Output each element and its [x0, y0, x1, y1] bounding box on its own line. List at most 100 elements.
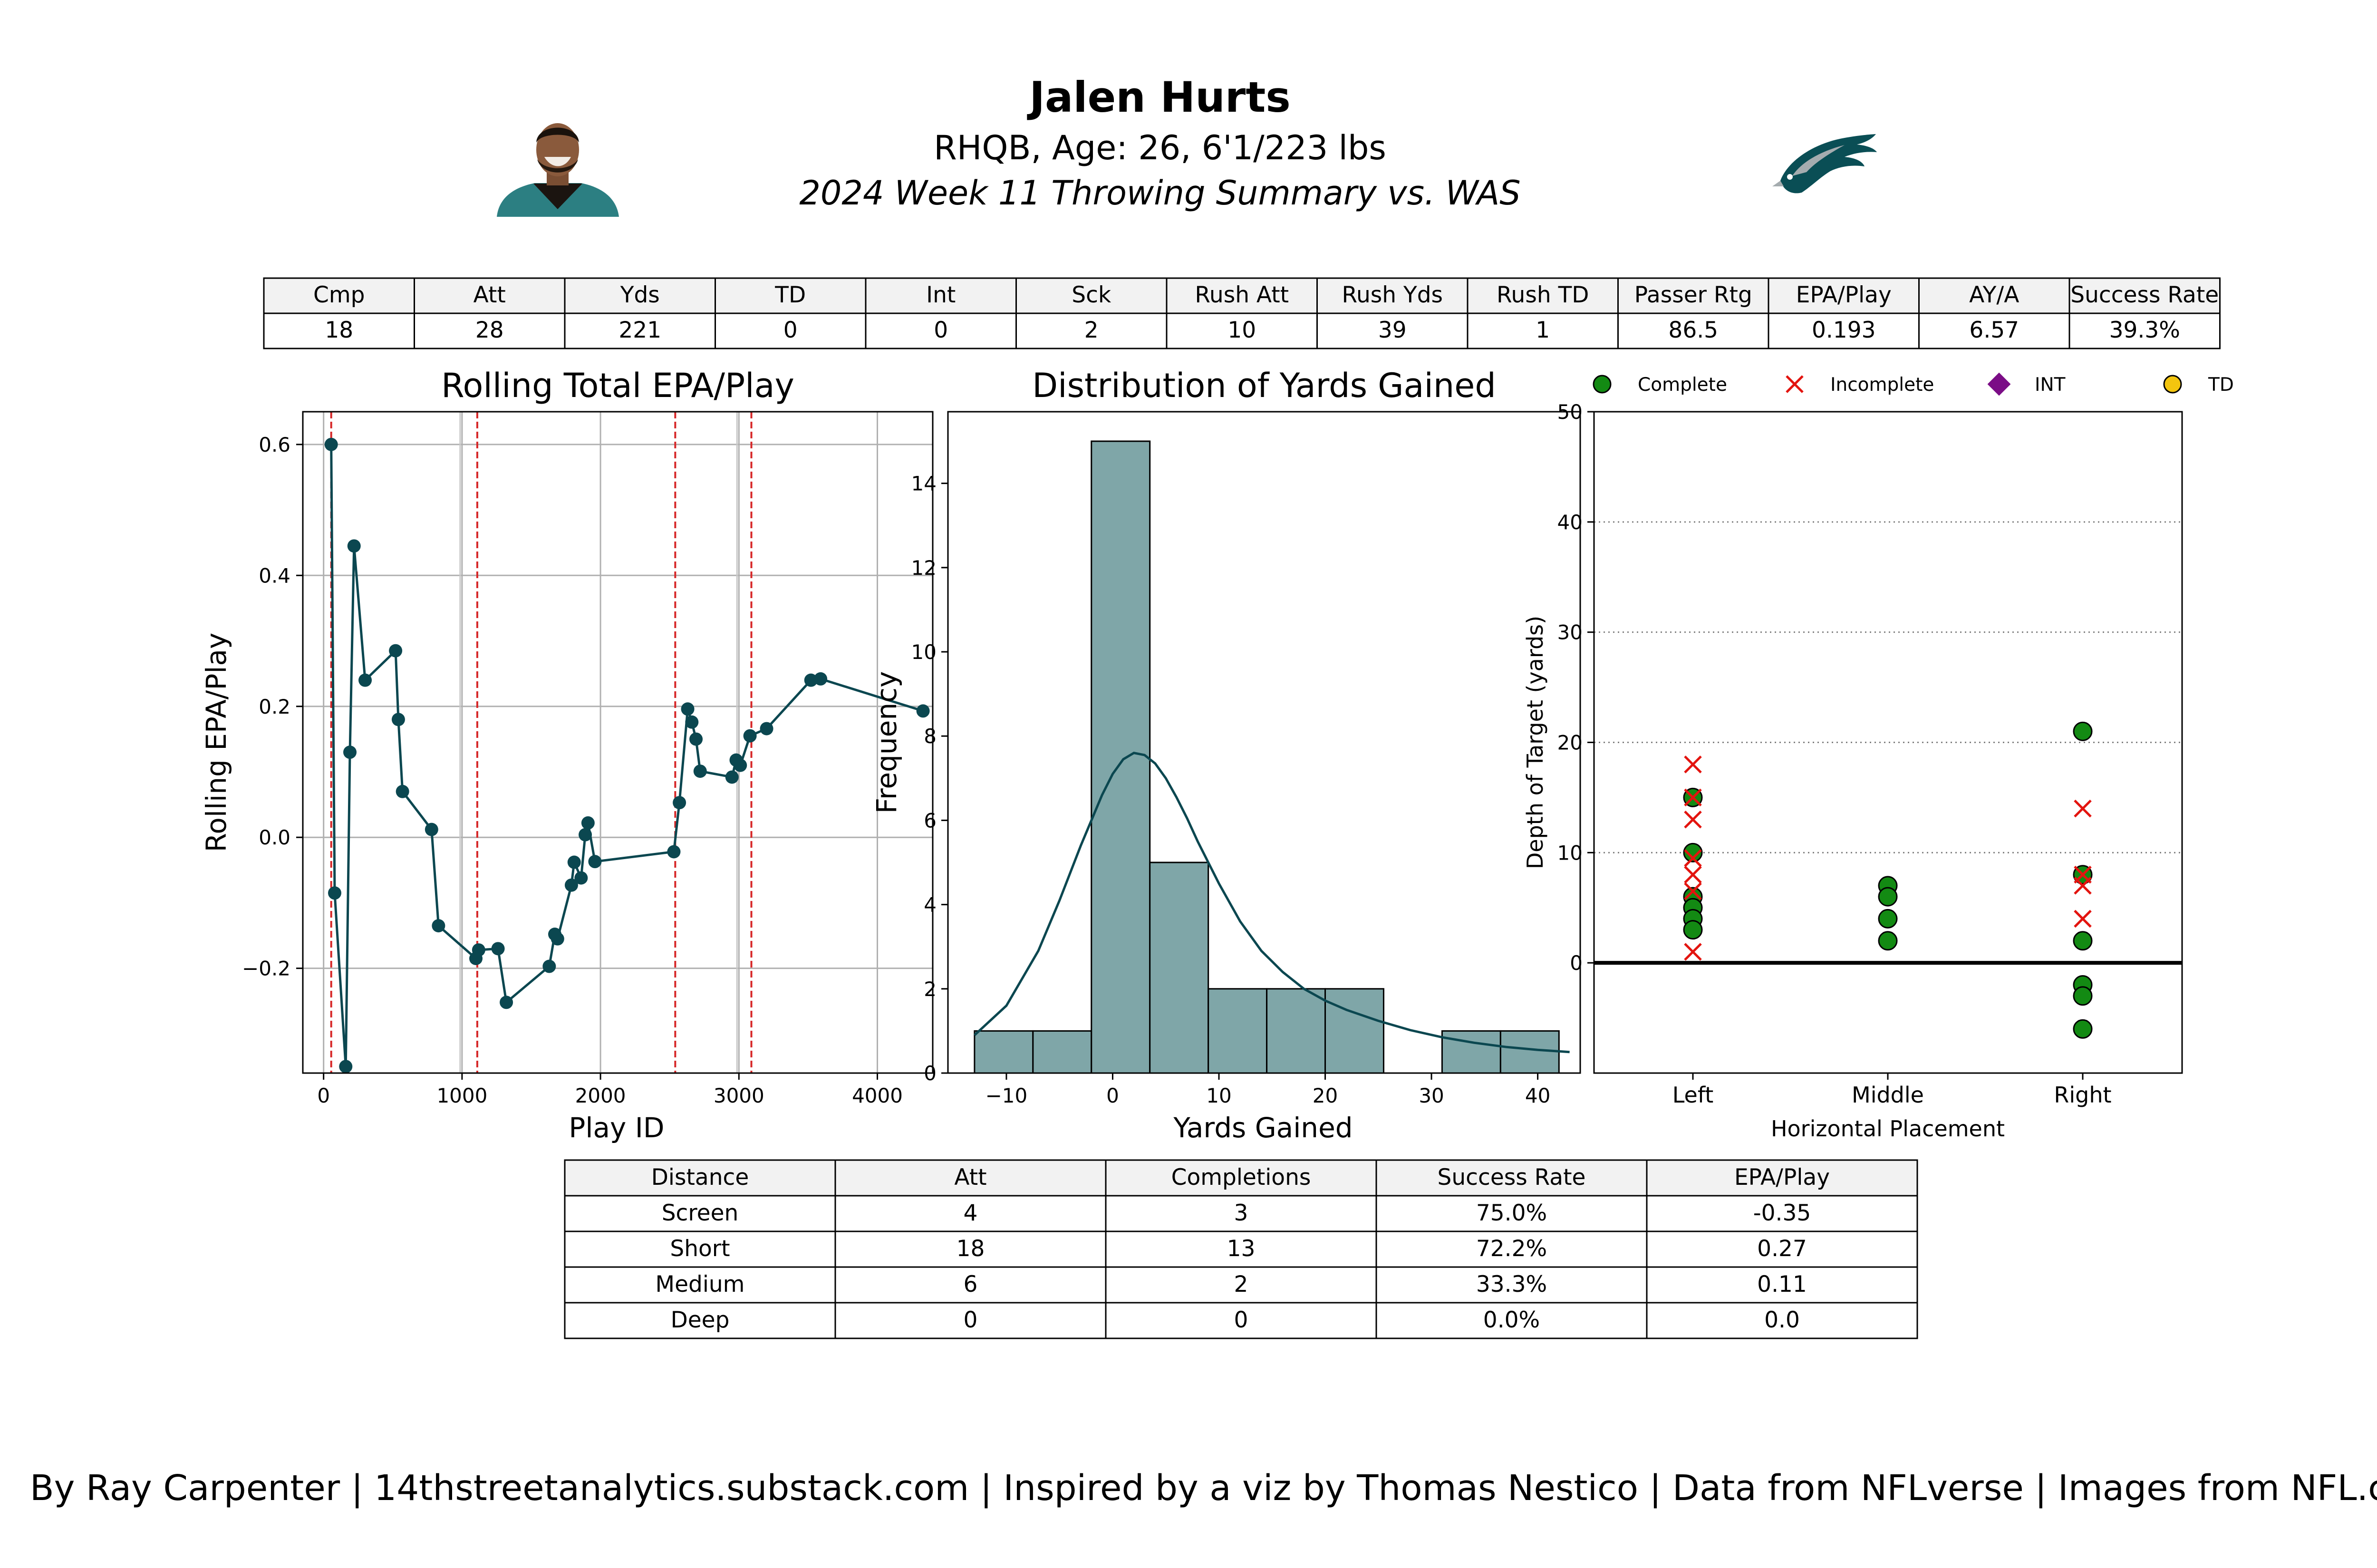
stats-header-cell [1918, 277, 2070, 314]
player-bio: RHQB, Age: 26, 6'1/223 lbs [934, 128, 1386, 167]
game-summary: 2024 Week 11 Throwing Summary vs. WAS [799, 174, 1520, 213]
x-tick-label: 4000 [852, 1084, 903, 1107]
stats-header-label: Sck [1072, 282, 1111, 308]
plot-frame [302, 411, 934, 1074]
histogram-bar [1091, 440, 1151, 1074]
epa-point [734, 758, 747, 772]
stats-value-cell [564, 312, 716, 349]
distance-value: Short [670, 1236, 730, 1262]
distance-value: 75.0% [1476, 1200, 1547, 1226]
distance-value: 33.3% [1476, 1271, 1547, 1297]
incomplete-point [2074, 910, 2092, 928]
epa-point [574, 871, 588, 885]
distance-header-cell [834, 1159, 1107, 1197]
distance-header-cell [1646, 1159, 1918, 1197]
x-tick-label: 20 [1313, 1084, 1338, 1107]
distance-header-cell [1105, 1159, 1377, 1197]
epa-point [689, 732, 703, 746]
y-axis-label: Frequency [870, 671, 903, 814]
x-axis-label: Play ID [569, 1112, 664, 1144]
distance-cell [1646, 1195, 1918, 1232]
chart-title: Rolling Total EPA/Play [441, 366, 794, 405]
complete-point [1878, 931, 1898, 951]
stats-value: 6.57 [1969, 317, 2019, 343]
stats-value: 1 [1536, 317, 1550, 343]
distance-cell [1646, 1230, 1918, 1268]
epa-point [760, 722, 773, 736]
y-tick-label: 10 [911, 640, 937, 664]
stats-value-cell [1617, 312, 1769, 349]
y-tick-label: 50 [1557, 400, 1583, 424]
stats-header-label: Yds [620, 282, 660, 308]
distance-value: 0.11 [1757, 1271, 1807, 1297]
stats-value-cell [414, 312, 566, 349]
histogram-bar [1149, 861, 1209, 1074]
distance-header-label: EPA/Play [1734, 1164, 1830, 1191]
y-tick-label: 0.2 [259, 695, 290, 718]
x-axis-label: Yards Gained [1173, 1112, 1353, 1144]
epa-point [581, 816, 595, 830]
epa-point [324, 437, 338, 451]
chart-title: Distribution of Yards Gained [1032, 366, 1496, 405]
distance-value: 2 [1234, 1271, 1248, 1297]
x-tick-label: 40 [1525, 1084, 1550, 1107]
incomplete-point [1684, 755, 1702, 774]
epa-point [567, 855, 581, 869]
distance-value: Deep [671, 1307, 730, 1333]
epa-point [564, 878, 578, 892]
x-tick-label: 10 [1206, 1084, 1231, 1107]
distance-header-cell [1375, 1159, 1648, 1197]
epa-point [743, 729, 757, 743]
distance-cell [1105, 1230, 1377, 1268]
epa-point [328, 886, 341, 900]
distance-value: 4 [964, 1200, 978, 1226]
stats-value-cell [865, 312, 1017, 349]
histogram-bar [974, 1030, 1034, 1074]
complete-point [1878, 909, 1898, 929]
player-headshot-icon [497, 123, 619, 217]
complete-point [1683, 920, 1703, 940]
complete-point [2073, 721, 2093, 741]
distance-table: Distance Att Completions Success Rate EPA/Pl… [564, 1159, 1918, 1339]
y-tick-label: 0 [924, 1062, 937, 1085]
stats-value-cell [1768, 312, 1920, 349]
distance-header-label: Success Rate [1438, 1164, 1586, 1191]
y-tick-label: 4 [924, 893, 937, 917]
distance-value: 18 [957, 1236, 985, 1262]
distance-value: 3 [1234, 1200, 1248, 1226]
x-tick-label: −10 [986, 1084, 1028, 1107]
incomplete-point [2074, 877, 2092, 895]
epa-point [339, 1060, 353, 1074]
x-axis-label: Horizontal Placement [1771, 1116, 2005, 1142]
legend-marker [1786, 375, 1804, 393]
stats-header-label: Att [473, 282, 506, 308]
distance-cell [834, 1302, 1107, 1339]
y-tick-label: 8 [924, 725, 937, 748]
stats-header-cell [1617, 277, 1769, 314]
distance-value: 72.2% [1476, 1236, 1547, 1262]
legend-label: TD [2208, 374, 2234, 396]
y-tick-label: 14 [911, 472, 937, 495]
stats-header-cell [263, 277, 415, 314]
stats-value: 0 [934, 317, 948, 343]
stats-value-cell [1015, 312, 1168, 349]
distance-cell [1646, 1266, 1918, 1304]
epa-point [491, 942, 505, 956]
epa-point [389, 644, 403, 658]
histogram-bar [1499, 1030, 1560, 1074]
stats-header-cell [2068, 277, 2221, 314]
distance-value: Screen [662, 1200, 739, 1226]
x-tick-label: Left [1672, 1082, 1714, 1108]
incomplete-point [1684, 788, 1702, 807]
epa-point [681, 702, 695, 716]
y-tick-label: 0.4 [259, 564, 290, 587]
y-axis-label: Rolling EPA/Play [200, 633, 232, 852]
distance-cell [564, 1266, 836, 1304]
stats-header-label: AY/A [1969, 282, 2019, 308]
y-tick-label: 0.6 [259, 433, 290, 456]
complete-point [2073, 986, 2093, 1006]
incomplete-point [1684, 943, 1702, 961]
x-tick-label: Middle [1852, 1082, 1924, 1108]
y-tick-label: 40 [1557, 511, 1583, 534]
stats-header-label: Int [926, 282, 956, 308]
